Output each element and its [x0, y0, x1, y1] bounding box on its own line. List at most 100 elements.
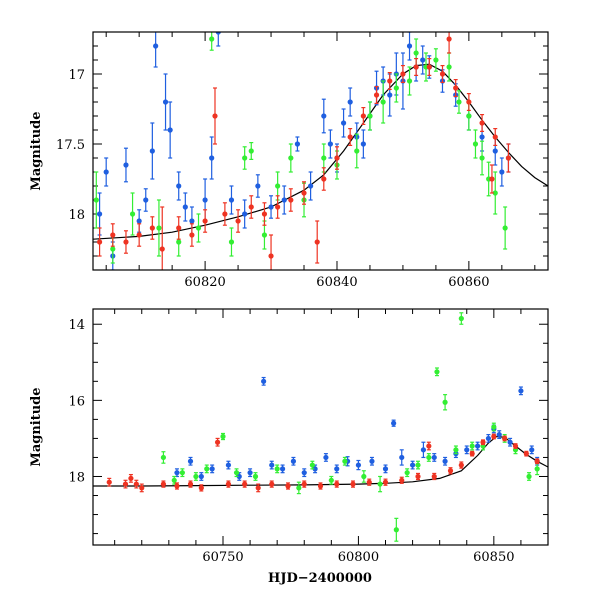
point-marker	[228, 239, 235, 245]
point-marker	[442, 458, 448, 464]
point-marker	[360, 141, 366, 147]
point-marker	[366, 479, 372, 485]
point-marker	[334, 481, 340, 487]
point-marker	[334, 466, 340, 472]
x-tick-label: 60840	[316, 275, 357, 290]
data-point-blue	[496, 430, 502, 440]
data-point-green	[288, 143, 294, 173]
point-marker	[269, 462, 275, 468]
data-point-green	[228, 227, 235, 257]
data-point-blue	[301, 468, 307, 478]
point-marker	[198, 473, 204, 480]
point-marker	[288, 197, 294, 203]
point-marker	[301, 190, 307, 196]
point-marker	[354, 148, 360, 154]
point-marker	[479, 134, 485, 140]
point-marker	[133, 481, 139, 487]
data-point-blue	[261, 376, 267, 386]
point-marker	[274, 466, 280, 472]
data-point-blue	[518, 386, 524, 396]
data-point-red	[505, 143, 512, 173]
data-point-red	[269, 480, 275, 488]
point-marker	[159, 246, 165, 252]
point-marker	[179, 470, 185, 476]
data-point-green	[328, 475, 334, 485]
data-point-red	[106, 477, 112, 487]
point-marker	[106, 479, 112, 485]
point-marker	[242, 155, 248, 161]
data-point-blue	[529, 445, 535, 455]
y-tick-label: 18	[68, 470, 85, 485]
data-point-red	[413, 57, 419, 77]
data-point-green	[393, 73, 399, 103]
data-point-red	[382, 478, 389, 486]
data-point-blue	[279, 464, 286, 474]
point-marker	[209, 466, 215, 472]
point-marker	[340, 120, 347, 126]
data-point-red	[321, 167, 327, 191]
point-marker	[202, 218, 208, 224]
point-marker	[534, 466, 540, 472]
point-marker	[489, 176, 495, 182]
point-marker	[466, 99, 472, 105]
point-marker	[479, 155, 485, 161]
point-marker	[153, 43, 159, 49]
point-marker	[281, 197, 287, 203]
data-point-red	[314, 220, 320, 264]
point-marker	[360, 113, 366, 119]
point-marker	[321, 113, 327, 119]
point-marker	[328, 477, 334, 483]
data-point-green	[204, 464, 210, 474]
point-marker	[391, 420, 397, 426]
point-marker	[269, 481, 275, 487]
point-marker	[123, 162, 129, 168]
data-point-blue	[308, 171, 314, 201]
point-marker	[247, 470, 253, 476]
data-point-blue	[247, 468, 253, 478]
point-marker	[301, 470, 307, 476]
bottom-y-axis-label: Magnitude	[29, 387, 44, 466]
point-marker	[176, 183, 182, 189]
point-marker	[474, 443, 481, 449]
data-point-blue	[391, 419, 397, 427]
data-point-green	[160, 451, 167, 464]
data-point-red	[198, 484, 204, 492]
data-point-red	[426, 57, 432, 77]
data-point-red	[128, 473, 134, 483]
point-marker	[413, 64, 419, 70]
point-marker	[393, 527, 399, 533]
data-point-red	[301, 181, 307, 205]
point-marker	[195, 225, 202, 231]
point-marker	[136, 218, 142, 224]
y-tick-label: 18	[68, 208, 85, 223]
point-marker	[182, 204, 188, 210]
point-marker	[433, 57, 439, 63]
data-point-red	[317, 482, 324, 490]
point-marker	[220, 433, 226, 440]
data-point-green	[193, 472, 199, 481]
data-point-green	[342, 456, 348, 466]
point-marker	[296, 485, 302, 491]
data-point-red	[426, 441, 432, 451]
point-marker	[176, 225, 182, 231]
x-tick-label: 60800	[338, 550, 379, 565]
data-point-red	[222, 202, 228, 226]
point-marker	[446, 36, 452, 42]
point-marker	[129, 211, 136, 217]
data-point-blue	[290, 456, 297, 466]
data-point-blue	[228, 185, 235, 215]
point-marker	[420, 447, 427, 453]
point-marker	[458, 462, 464, 468]
data-point-blue	[162, 73, 169, 131]
point-marker	[458, 315, 464, 322]
point-marker	[202, 197, 208, 203]
point-marker	[193, 473, 199, 480]
data-point-red	[431, 472, 437, 481]
point-marker	[507, 439, 513, 445]
data-point-blue	[103, 157, 109, 187]
data-point-red	[469, 450, 475, 457]
point-marker	[434, 369, 440, 375]
data-point-red	[439, 64, 446, 84]
point-marker	[225, 481, 232, 487]
data-point-green	[526, 472, 532, 481]
